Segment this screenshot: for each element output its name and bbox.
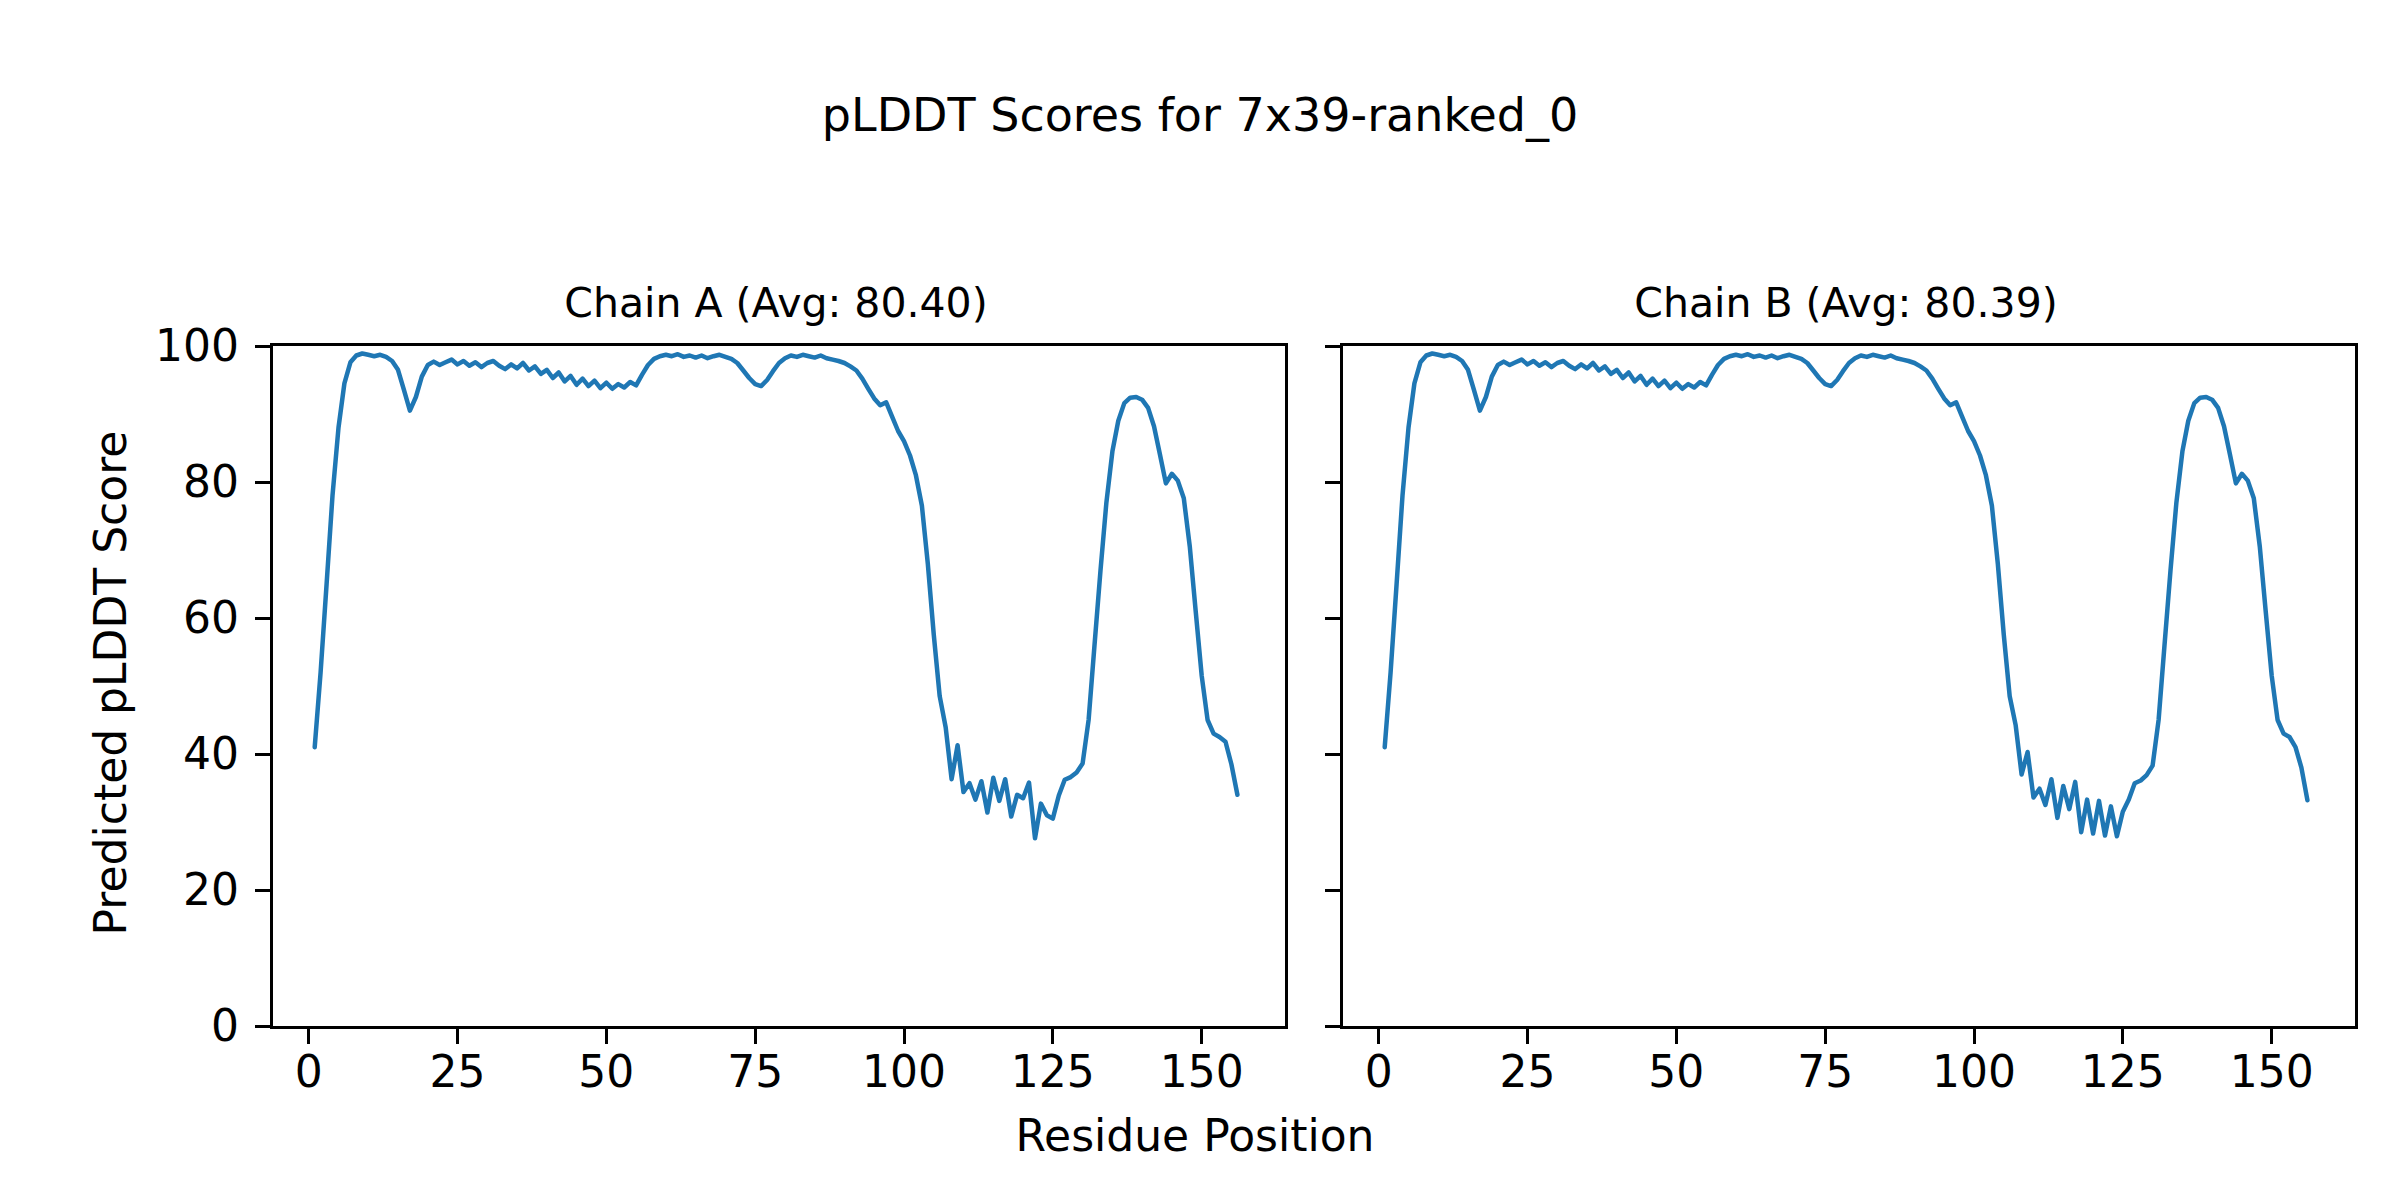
- chain-a-plot-svg: [273, 346, 1285, 1026]
- x-tick-mark: [2121, 1026, 2124, 1044]
- y-tick-label: 60: [183, 594, 239, 642]
- y-tick-mark: [1325, 753, 1343, 756]
- x-tick-mark: [1675, 1026, 1678, 1044]
- x-tick-label: 125: [1011, 1048, 1095, 1096]
- x-tick-mark: [1377, 1026, 1380, 1044]
- y-tick-mark: [255, 345, 273, 348]
- y-axis-label: Predicted pLDDT Score: [85, 431, 136, 936]
- x-tick-mark: [605, 1026, 608, 1044]
- x-tick-label: 0: [1365, 1048, 1393, 1096]
- x-axis-label: Residue Position: [1015, 1110, 1374, 1161]
- x-tick-mark: [456, 1026, 459, 1044]
- x-tick-label: 0: [295, 1048, 323, 1096]
- chain-b-title: Chain B (Avg: 80.39): [1340, 281, 2352, 326]
- x-tick-label: 100: [862, 1048, 946, 1096]
- y-tick-label: 80: [183, 458, 239, 506]
- x-tick-mark: [307, 1026, 310, 1044]
- x-tick-label: 75: [1797, 1048, 1853, 1096]
- y-tick-label: 0: [211, 1002, 239, 1050]
- x-tick-label: 25: [430, 1048, 486, 1096]
- x-tick-label: 75: [727, 1048, 783, 1096]
- y-tick-label: 40: [183, 730, 239, 778]
- y-tick-mark: [1325, 889, 1343, 892]
- y-tick-mark: [1325, 345, 1343, 348]
- y-tick-mark: [1325, 617, 1343, 620]
- y-tick-label: 20: [183, 866, 239, 914]
- x-tick-mark: [1526, 1026, 1529, 1044]
- y-tick-mark: [1325, 481, 1343, 484]
- y-tick-mark: [1325, 1025, 1343, 1028]
- x-tick-mark: [1973, 1026, 1976, 1044]
- chain-a-title: Chain A (Avg: 80.40): [270, 281, 1282, 326]
- x-tick-mark: [2270, 1026, 2273, 1044]
- x-tick-label: 150: [2230, 1048, 2314, 1096]
- x-tick-mark: [754, 1026, 757, 1044]
- plddt-line-chain-b: [1385, 354, 2308, 837]
- x-tick-label: 50: [578, 1048, 634, 1096]
- x-tick-mark: [1824, 1026, 1827, 1044]
- x-tick-label: 150: [1160, 1048, 1244, 1096]
- y-tick-label: 100: [155, 322, 239, 370]
- x-tick-mark: [1200, 1026, 1203, 1044]
- figure: pLDDT Scores for 7x39-ranked_0 Predicted…: [0, 0, 2400, 1200]
- figure-suptitle: pLDDT Scores for 7x39-ranked_0: [0, 90, 2400, 141]
- x-tick-label: 50: [1648, 1048, 1704, 1096]
- y-tick-mark: [255, 617, 273, 620]
- y-tick-mark: [255, 889, 273, 892]
- x-tick-mark: [1051, 1026, 1054, 1044]
- x-tick-label: 125: [2081, 1048, 2165, 1096]
- y-tick-mark: [255, 753, 273, 756]
- chain-b-axes: 0255075100125150: [1340, 343, 2358, 1029]
- x-tick-mark: [903, 1026, 906, 1044]
- y-tick-mark: [255, 1025, 273, 1028]
- plddt-line-chain-a: [315, 354, 1238, 839]
- chain-a-axes: 0255075100125150020406080100: [270, 343, 1288, 1029]
- chain-b-plot-svg: [1343, 346, 2355, 1026]
- x-tick-label: 100: [1932, 1048, 2016, 1096]
- y-tick-mark: [255, 481, 273, 484]
- x-tick-label: 25: [1500, 1048, 1556, 1096]
